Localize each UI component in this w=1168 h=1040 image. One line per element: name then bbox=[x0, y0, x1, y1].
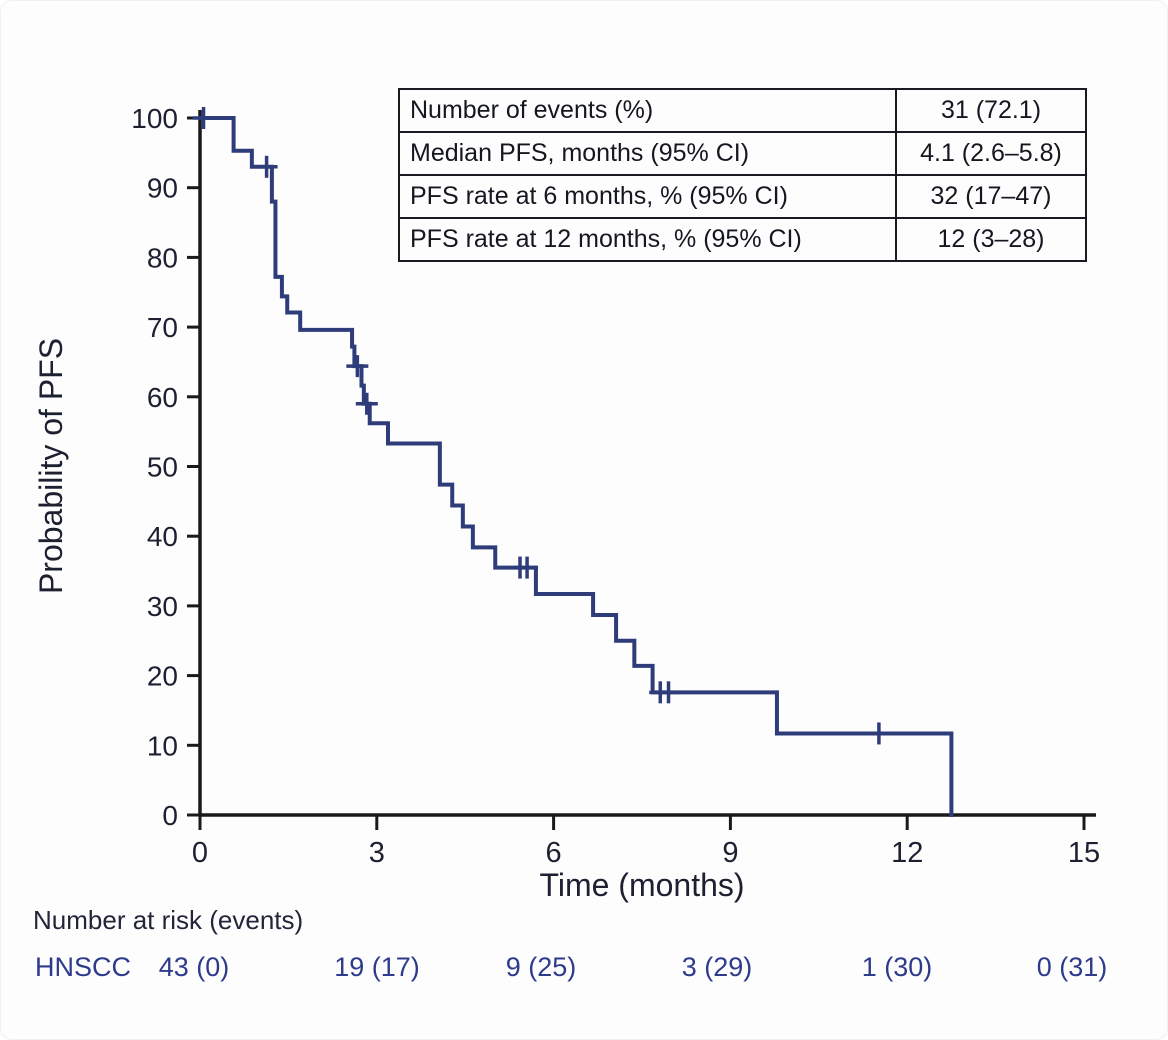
table-row: PFS rate at 12 months, % (95% CI) 12 (3–… bbox=[398, 217, 1087, 262]
x-tick-label: 3 bbox=[369, 837, 385, 869]
stat-value: 4.1 (2.6–5.8) bbox=[895, 131, 1087, 176]
stat-label: PFS rate at 6 months, % (95% CI) bbox=[398, 174, 897, 219]
y-tick-label: 90 bbox=[147, 173, 178, 204]
stat-value: 31 (72.1) bbox=[895, 88, 1087, 133]
risk-value-6mo: 9 (25) bbox=[505, 952, 577, 982]
stat-label: PFS rate at 12 months, % (95% CI) bbox=[398, 217, 897, 262]
km-curve bbox=[198, 116, 954, 817]
y-tick-label: 60 bbox=[147, 382, 178, 413]
stat-value: 12 (3–28) bbox=[895, 217, 1087, 262]
y-tick-label: 30 bbox=[147, 591, 178, 622]
stat-value: 32 (17–47) bbox=[895, 174, 1087, 219]
risk-value-0mo: 43 (0) bbox=[158, 952, 230, 982]
table-row: Median PFS, months (95% CI) 4.1 (2.6–5.8… bbox=[398, 131, 1087, 176]
y-axis-ticks: 0 10 20 30 40 50 60 70 80 90 100 bbox=[131, 103, 200, 831]
y-tick-label: 80 bbox=[147, 242, 178, 273]
risk-value-9mo: 3 (29) bbox=[681, 952, 753, 982]
y-tick-label: 20 bbox=[147, 661, 178, 692]
summary-stats-table: Number of events (%) 31 (72.1) Median PF… bbox=[398, 88, 1087, 262]
stat-label: Number of events (%) bbox=[398, 88, 897, 133]
table-row: PFS rate at 6 months, % (95% CI) 32 (17–… bbox=[398, 174, 1087, 219]
y-tick-label: 50 bbox=[147, 452, 178, 483]
y-tick-label: 0 bbox=[162, 800, 178, 831]
x-tick-label: 12 bbox=[891, 837, 923, 869]
censor-marks bbox=[192, 107, 890, 745]
y-tick-label: 40 bbox=[147, 521, 178, 552]
x-tick-label: 9 bbox=[722, 837, 738, 869]
y-tick-label: 10 bbox=[147, 730, 178, 761]
stat-label: Median PFS, months (95% CI) bbox=[398, 131, 897, 176]
y-tick-label: 100 bbox=[131, 103, 178, 134]
y-axis-title: Probability of PFS bbox=[33, 338, 69, 594]
risk-group-label: HNSCC bbox=[35, 952, 132, 982]
x-axis-ticks: 0 3 6 9 12 15 bbox=[192, 815, 1100, 869]
risk-table-header: Number at risk (events) bbox=[33, 905, 304, 935]
risk-value-12mo: 1 (30) bbox=[861, 952, 933, 982]
table-row: Number of events (%) 31 (72.1) bbox=[398, 88, 1087, 133]
risk-value-15mo: 0 (31) bbox=[1036, 952, 1108, 982]
x-axis-title: Time (months) bbox=[539, 867, 744, 903]
y-tick-label: 70 bbox=[147, 312, 178, 343]
risk-value-3mo: 19 (17) bbox=[334, 952, 420, 982]
x-tick-label: 0 bbox=[192, 837, 208, 869]
x-tick-label: 15 bbox=[1068, 837, 1100, 869]
x-tick-label: 6 bbox=[546, 837, 562, 869]
